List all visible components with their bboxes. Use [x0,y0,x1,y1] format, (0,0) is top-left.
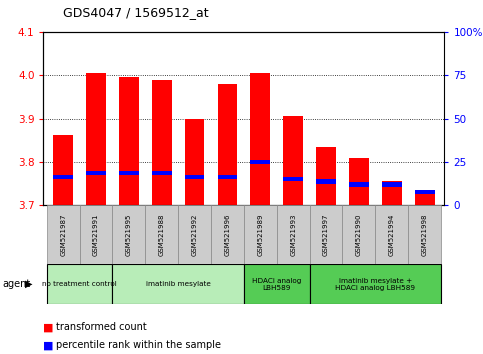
Text: GSM521995: GSM521995 [126,213,132,256]
Text: transformed count: transformed count [56,322,146,332]
Text: GSM521990: GSM521990 [356,213,362,256]
Bar [251,73,270,205]
Bar [316,179,336,184]
Bar [145,205,178,264]
Bar [316,147,336,205]
Bar [113,264,244,304]
Text: no treatment control: no treatment control [42,281,117,287]
Bar [53,175,73,179]
Text: GSM521991: GSM521991 [93,213,99,256]
Bar [47,205,80,264]
Bar [119,171,139,175]
Text: ■: ■ [43,340,54,350]
Bar [244,205,277,264]
Bar [53,135,73,205]
Bar [244,264,310,304]
Bar [251,160,270,164]
Text: GSM521994: GSM521994 [389,213,395,256]
Text: GSM521996: GSM521996 [225,213,230,256]
Bar [342,205,375,264]
Bar [349,158,369,205]
Text: GSM521998: GSM521998 [422,213,427,256]
Bar [415,190,435,194]
Bar [284,177,303,182]
Bar [382,181,402,205]
Bar [178,205,211,264]
Bar [152,171,171,175]
Bar [86,171,106,175]
Bar [47,264,113,304]
Bar [152,80,171,205]
Bar [284,115,303,205]
Bar [211,205,244,264]
Text: imatinib mesylate +
HDACi analog LBH589: imatinib mesylate + HDACi analog LBH589 [335,278,415,291]
Text: ▶: ▶ [25,279,33,289]
Bar [375,205,408,264]
Bar [86,73,106,205]
Bar [218,84,237,205]
Bar [80,205,113,264]
Text: GSM521997: GSM521997 [323,213,329,256]
Text: HDACi analog
LBH589: HDACi analog LBH589 [252,278,301,291]
Bar [415,192,435,205]
Bar [349,182,369,187]
Bar [310,205,342,264]
Bar [119,76,139,205]
Text: agent: agent [2,279,30,289]
Bar [408,205,441,264]
Text: GDS4047 / 1569512_at: GDS4047 / 1569512_at [63,6,209,19]
Bar [185,119,204,205]
Text: GSM521988: GSM521988 [159,213,165,256]
Bar [185,175,204,179]
Text: imatinib mesylate: imatinib mesylate [146,281,211,287]
Bar [382,182,402,187]
Text: ■: ■ [43,322,54,332]
Text: percentile rank within the sample: percentile rank within the sample [56,340,221,350]
Bar [277,205,310,264]
Text: GSM521993: GSM521993 [290,213,296,256]
Bar [113,205,145,264]
Text: GSM521992: GSM521992 [192,213,198,256]
Text: GSM521989: GSM521989 [257,213,263,256]
Bar [310,264,441,304]
Bar [218,175,237,179]
Text: GSM521987: GSM521987 [60,213,66,256]
